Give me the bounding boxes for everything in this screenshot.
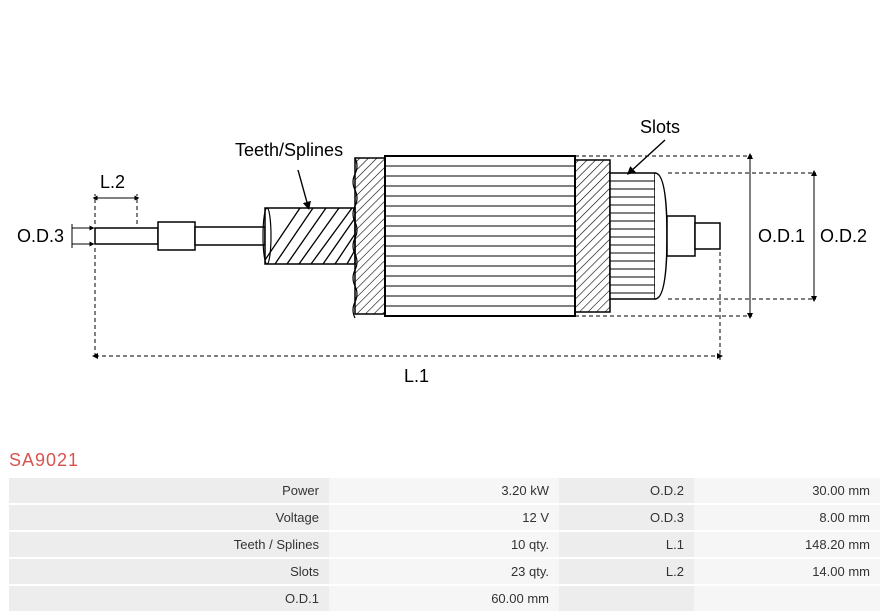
- spec-value: 30.00 mm: [694, 478, 880, 503]
- spec-value: 3.20 kW: [329, 478, 559, 503]
- core-body: [385, 156, 575, 316]
- label-od1: O.D.1: [758, 226, 805, 247]
- label-od2: O.D.2: [820, 226, 867, 247]
- teeth-splines-icon: [263, 208, 355, 264]
- spec-label: O.D.2: [559, 478, 694, 503]
- spec-value: 12 V: [329, 505, 559, 530]
- label-od3: O.D.3: [17, 226, 64, 247]
- spec-label: O.D.3: [559, 505, 694, 530]
- spec-value: [694, 586, 880, 611]
- winding-end-left: [353, 158, 385, 318]
- spec-value: 8.00 mm: [694, 505, 880, 530]
- table-row: Teeth / Splines10 qty.L.1148.20 mm: [9, 532, 880, 557]
- spec-value: 148.20 mm: [694, 532, 880, 557]
- label-l1: L.1: [404, 366, 429, 387]
- spec-label: L.1: [559, 532, 694, 557]
- spec-label: Power: [9, 478, 329, 503]
- spec-value: 23 qty.: [329, 559, 559, 584]
- spec-label: L.2: [559, 559, 694, 584]
- commutator: [610, 173, 667, 299]
- table-row: Slots23 qty.L.214.00 mm: [9, 559, 880, 584]
- label-slots: Slots: [640, 117, 680, 138]
- table-row: Voltage12 VO.D.38.00 mm: [9, 505, 880, 530]
- spec-label: Voltage: [9, 505, 329, 530]
- table-row: Power3.20 kWO.D.230.00 mm: [9, 478, 880, 503]
- spec-label: Slots: [9, 559, 329, 584]
- spec-value: 10 qty.: [329, 532, 559, 557]
- label-teeth-splines: Teeth/Splines: [235, 140, 343, 161]
- spec-value: 60.00 mm: [329, 586, 559, 611]
- armature-svg: [0, 0, 889, 440]
- spec-value: 14.00 mm: [694, 559, 880, 584]
- spec-label: O.D.1: [9, 586, 329, 611]
- winding-end-right: [575, 160, 610, 312]
- spec-label: Teeth / Splines: [9, 532, 329, 557]
- part-number: SA9021: [9, 450, 79, 471]
- spec-table: Power3.20 kWO.D.230.00 mmVoltage12 VO.D.…: [9, 476, 880, 613]
- table-row: O.D.160.00 mm: [9, 586, 880, 611]
- spec-label: [559, 586, 694, 611]
- label-l2: L.2: [100, 172, 125, 193]
- armature-diagram: Teeth/Splines Slots L.2 O.D.3 O.D.1 O.D.…: [0, 0, 889, 440]
